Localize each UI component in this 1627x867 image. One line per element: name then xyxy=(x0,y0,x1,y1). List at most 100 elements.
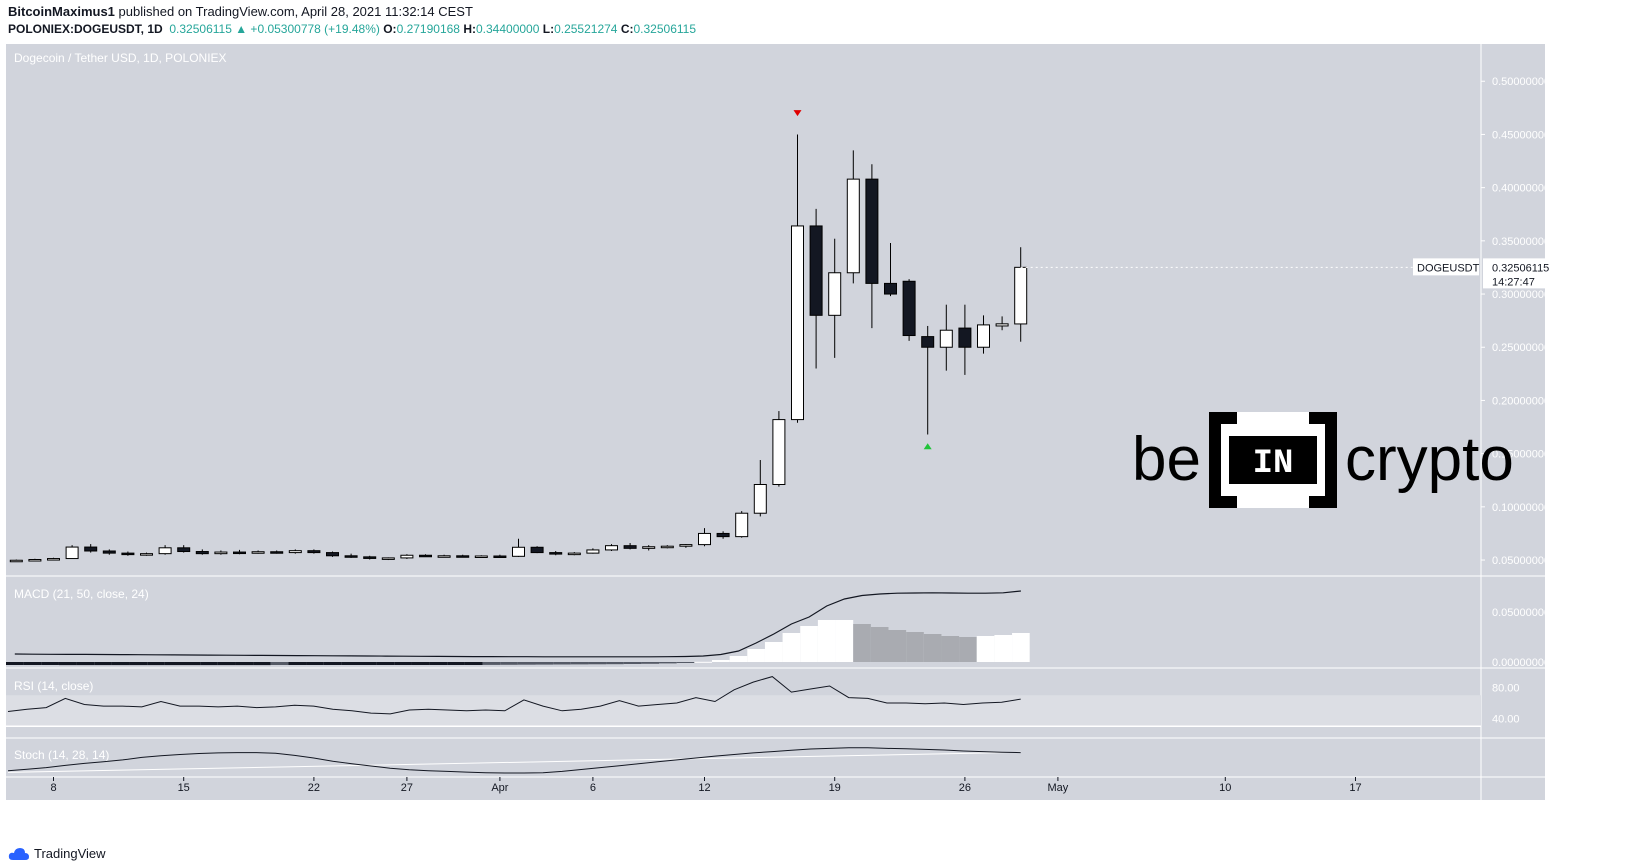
candle-body xyxy=(772,419,786,485)
candle-body xyxy=(698,532,711,546)
stoch-line xyxy=(7,747,1021,774)
macd-histogram-bar xyxy=(200,662,218,666)
beincrypto-watermark: be IN crypto xyxy=(1132,412,1514,508)
macd-histogram-bar xyxy=(994,635,1013,662)
candle-body xyxy=(140,553,153,556)
candle-body xyxy=(921,336,935,348)
candle-body xyxy=(977,324,990,348)
candle-body xyxy=(214,551,228,555)
time-tick-label: 12 xyxy=(698,782,710,794)
candle-body xyxy=(400,554,414,559)
ohlc-line: POLONIEX:DOGEUSDT, 1D 0.32506115 ▲ +0.05… xyxy=(8,22,696,36)
macd-histogram-bar xyxy=(147,662,165,666)
candle-body xyxy=(530,546,544,554)
candle-body xyxy=(326,552,339,557)
candle-body xyxy=(288,550,302,554)
candle-body xyxy=(233,551,246,555)
time-tick-label: 27 xyxy=(401,782,413,794)
footer-brand[interactable]: TradingView xyxy=(8,846,106,861)
macd-histogram-bar xyxy=(570,662,589,665)
macd-histogram-bar xyxy=(694,661,712,663)
candle-body xyxy=(716,532,730,538)
low-value: 0.25521274 xyxy=(554,22,618,36)
price-tick-label: 0.35000000 xyxy=(1492,236,1550,248)
macd-histogram-bar xyxy=(482,662,501,665)
macd-histogram-bar xyxy=(729,656,748,662)
candle-body xyxy=(363,556,377,559)
price-tick-label: 0.05000000 xyxy=(1492,555,1550,567)
macd-histogram-bar xyxy=(182,662,201,666)
rsi-band xyxy=(6,695,1481,727)
macd-histogram-bar xyxy=(41,662,59,665)
candle-body xyxy=(605,545,618,551)
candle-body xyxy=(791,225,804,421)
candle-body xyxy=(567,552,581,556)
time-tick-label: 22 xyxy=(308,782,320,794)
macd-histogram-bar xyxy=(111,662,130,666)
macd-histogram-bar xyxy=(323,662,342,665)
candle-body xyxy=(121,552,135,556)
macd-histogram-bar xyxy=(129,662,148,666)
macd-histogram-bar xyxy=(764,642,783,662)
macd-histogram-bar xyxy=(376,662,395,665)
macd-histogram-bar xyxy=(747,649,765,662)
candle-body xyxy=(828,272,842,316)
macd-histogram-bar xyxy=(712,660,730,662)
macd-histogram-bar xyxy=(217,662,236,666)
macd-histogram-bar xyxy=(517,662,536,665)
candle-body xyxy=(995,323,1009,327)
author-name[interactable]: BitcoinMaximus1 xyxy=(8,4,115,19)
macd-histogram-bar xyxy=(6,662,24,665)
candle-body xyxy=(846,178,860,274)
close-label: C: xyxy=(620,22,634,36)
candle-body xyxy=(251,551,265,554)
publish-line: BitcoinMaximus1 published on TradingView… xyxy=(8,4,473,19)
y-axis-unit: USDT xyxy=(1567,53,1597,65)
macd-histogram-bar xyxy=(853,624,871,662)
candle-body xyxy=(195,551,209,555)
candle-body xyxy=(1014,266,1028,325)
macd-histogram-bar xyxy=(23,662,42,665)
price-tick-label: 0.40000000 xyxy=(1492,183,1550,195)
chart-layer: 0.50000000 0.45000000 0.40000000 0.35000000… xyxy=(6,44,1557,800)
macd-histogram-bar xyxy=(270,662,289,665)
macd-histogram-bar xyxy=(411,662,430,665)
macd-histogram-bar xyxy=(835,620,854,662)
macd-histogram-bar xyxy=(235,662,254,666)
macd-histogram-bar xyxy=(500,662,518,665)
candle-body xyxy=(884,282,897,295)
time-tick-label: 19 xyxy=(829,782,841,794)
rsi-title: RSI (14, close) xyxy=(14,679,93,693)
macd-tick-label: 0.00000000 xyxy=(1492,657,1550,669)
candle-body xyxy=(642,546,656,549)
macd-histogram-bar xyxy=(870,627,889,662)
candle-body xyxy=(660,545,674,549)
symbol-tag: DOGEUSDT xyxy=(1417,262,1480,274)
watermark-bracket-icon: IN xyxy=(1208,412,1337,508)
macd-histogram-bar xyxy=(359,662,377,665)
candle-body xyxy=(419,554,432,558)
rsi-line xyxy=(7,676,1021,715)
macd-histogram-bar xyxy=(976,636,995,662)
price-tick-label: 0.20000000 xyxy=(1492,395,1550,407)
open-value: 0.27190168 xyxy=(396,22,460,36)
macd-histogram-bar xyxy=(959,637,977,662)
high-value: 0.34400000 xyxy=(475,22,540,36)
open-label: O: xyxy=(383,22,397,36)
stoch-signal-line xyxy=(7,751,1021,773)
macd-histogram-bar xyxy=(553,662,571,665)
candle-body xyxy=(902,280,916,337)
macd-histogram-bar xyxy=(906,632,924,662)
price-tick-label: 0.15000000 xyxy=(1492,449,1550,461)
price-tick-label: 0.45000000 xyxy=(1492,129,1550,141)
candle-body xyxy=(586,549,600,554)
price-tick-label: 0.30000000 xyxy=(1492,289,1550,301)
macd-histogram-bar xyxy=(394,662,412,665)
macd-histogram-bar xyxy=(800,626,818,662)
symbol-label: POLONIEX:DOGEUSDT, 1D xyxy=(8,22,163,36)
candle-body xyxy=(9,559,23,563)
countdown-tag: 14:27:47 xyxy=(1492,276,1535,288)
candle-body xyxy=(809,225,823,316)
time-tick-label: 17 xyxy=(1349,782,1361,794)
candle-body xyxy=(493,555,507,558)
